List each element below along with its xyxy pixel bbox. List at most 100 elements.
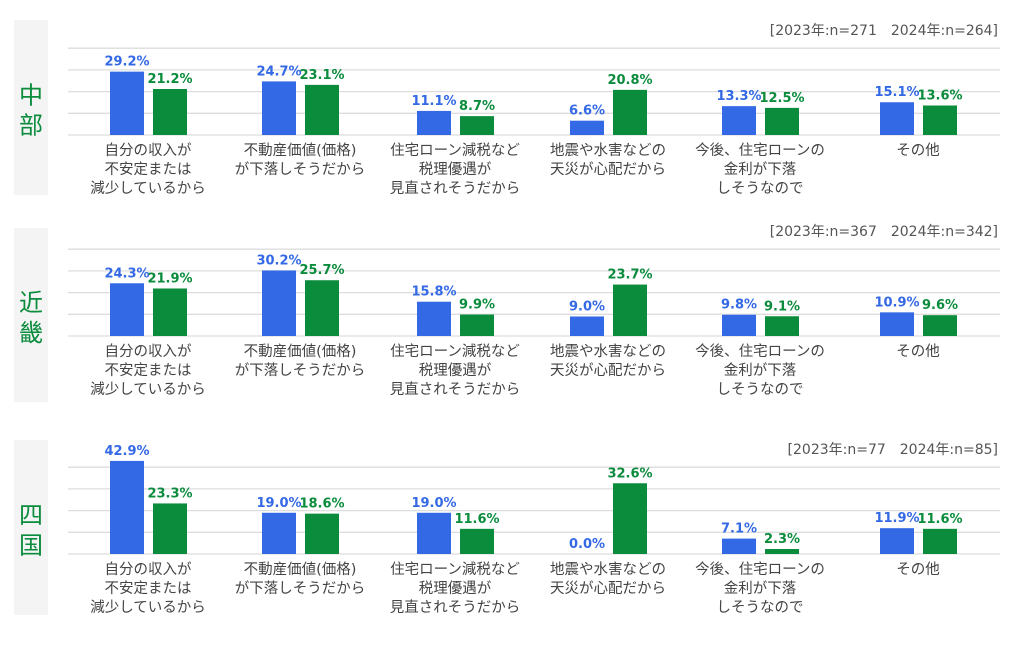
data-label: 13.3% bbox=[716, 89, 761, 104]
bar-2024 bbox=[765, 316, 799, 336]
bar-2024 bbox=[460, 314, 494, 336]
category-label: 不安定または bbox=[105, 580, 192, 597]
category-label: しそうなので bbox=[717, 180, 804, 197]
category-label: 天災が心配だから bbox=[550, 362, 666, 379]
category-label: 地震や水害などの bbox=[550, 561, 666, 578]
data-label: 23.1% bbox=[299, 68, 344, 83]
category-label: 住宅ローン減税など bbox=[390, 343, 520, 360]
category-label: 見直されそうだから bbox=[390, 180, 521, 197]
region-panel-1: 近畿 [2023年:n=367 2024年:n=342] 24.3%21.9% 自分の… bbox=[14, 224, 1000, 402]
bar-2024 bbox=[765, 107, 799, 135]
data-label: 12.5% bbox=[759, 91, 804, 106]
bar-2023 bbox=[110, 460, 144, 554]
bar-2024 bbox=[305, 513, 339, 554]
data-label: 0.0% bbox=[569, 537, 605, 552]
category-label: 減少しているから bbox=[90, 381, 206, 398]
category-label: その他 bbox=[896, 142, 940, 159]
category-label: 金利が下落 bbox=[724, 580, 797, 597]
bar-2024 bbox=[305, 280, 339, 336]
category-label: しそうなので bbox=[717, 599, 804, 616]
bar-2023 bbox=[722, 314, 756, 336]
bar-2023 bbox=[570, 120, 604, 135]
bar-2023 bbox=[110, 283, 144, 336]
bar-2024 bbox=[613, 89, 647, 135]
data-label: 11.1% bbox=[411, 94, 456, 109]
region-label: 中 bbox=[19, 82, 43, 110]
bar-2024 bbox=[153, 88, 187, 135]
bar-2024 bbox=[153, 288, 187, 336]
category-label: が下落しそうだから bbox=[235, 362, 366, 379]
bar-2023 bbox=[417, 301, 451, 336]
category-label: 住宅ローン減税など bbox=[390, 142, 520, 159]
category-label: 税理優遇が bbox=[419, 161, 492, 178]
category-label: 住宅ローン減税など bbox=[390, 561, 520, 578]
data-label: 11.6% bbox=[454, 512, 499, 527]
data-label: 21.2% bbox=[147, 72, 192, 87]
category-label: 不動産価値(価格) bbox=[244, 561, 357, 578]
data-label: 21.9% bbox=[147, 271, 192, 286]
region-label: 近 bbox=[19, 289, 43, 317]
data-label: 11.6% bbox=[917, 512, 962, 527]
bar-2024 bbox=[305, 84, 339, 135]
data-label: 19.0% bbox=[411, 496, 456, 511]
region-label: 部 bbox=[19, 112, 43, 140]
bar-2023 bbox=[880, 312, 914, 336]
data-label: 8.7% bbox=[459, 99, 495, 114]
bar-2024 bbox=[153, 503, 187, 554]
data-label: 13.6% bbox=[917, 88, 962, 103]
category-label: 不安定または bbox=[105, 362, 192, 379]
data-label: 11.9% bbox=[874, 511, 919, 526]
category-label: が下落しそうだから bbox=[235, 580, 366, 597]
data-label: 24.7% bbox=[256, 64, 301, 79]
data-label: 7.1% bbox=[721, 522, 757, 537]
bar-2024 bbox=[923, 528, 957, 554]
region-label: 畿 bbox=[19, 319, 43, 347]
data-label: 23.7% bbox=[607, 268, 652, 283]
category-label: その他 bbox=[896, 343, 940, 360]
category-label: 税理優遇が bbox=[419, 580, 492, 597]
data-label: 18.6% bbox=[299, 497, 344, 512]
data-label: 15.8% bbox=[411, 285, 456, 300]
category-label: 自分の収入が bbox=[105, 561, 192, 578]
bar-2023 bbox=[262, 81, 296, 135]
region-label-bg bbox=[14, 440, 48, 615]
bar-2024 bbox=[460, 528, 494, 554]
category-label: 今後、住宅ローンの bbox=[695, 142, 825, 159]
sample-size-note: [2023年:n=367 2024年:n=342] bbox=[770, 224, 998, 240]
category-label: しそうなので bbox=[717, 381, 804, 398]
sample-size-note: [2023年:n=77 2024年:n=85] bbox=[788, 442, 998, 458]
bar-2023 bbox=[880, 102, 914, 135]
category-label: 見直されそうだから bbox=[390, 381, 521, 398]
data-label: 23.3% bbox=[147, 486, 192, 501]
bar-2023 bbox=[262, 512, 296, 554]
category-label: 今後、住宅ローンの bbox=[695, 561, 825, 578]
category-label: 不動産価値(価格) bbox=[244, 142, 357, 159]
sample-size-note: [2023年:n=271 2024年:n=264] bbox=[770, 23, 998, 39]
category-label: その他 bbox=[896, 561, 940, 578]
category-label: 金利が下落 bbox=[724, 161, 797, 178]
bar-2024 bbox=[613, 284, 647, 336]
category-label: 地震や水害などの bbox=[550, 142, 666, 159]
region-label-bg bbox=[14, 20, 48, 195]
category-label: 自分の収入が bbox=[105, 142, 192, 159]
data-label: 24.3% bbox=[104, 266, 149, 281]
data-label: 15.1% bbox=[874, 85, 919, 100]
region-panel-0: 中部 [2023年:n=271 2024年:n=264] 29.2% 21.2% 自分の… bbox=[14, 20, 1000, 197]
data-label: 6.6% bbox=[569, 104, 605, 119]
bar-2024 bbox=[613, 483, 647, 554]
data-label: 9.8% bbox=[721, 298, 757, 313]
bar-2023 bbox=[722, 538, 756, 554]
data-label: 25.7% bbox=[299, 263, 344, 278]
bar-2024 bbox=[923, 105, 957, 135]
data-label: 9.9% bbox=[459, 298, 495, 313]
region-label-bg bbox=[14, 228, 48, 402]
region-label: 国 bbox=[19, 532, 43, 560]
bar-2023 bbox=[570, 316, 604, 336]
bar-2023 bbox=[417, 110, 451, 135]
region-panel-2: 四国 [2023年:n=77 2024年:n=85] 42.9% 23.3% 自分の収入… bbox=[14, 440, 1000, 616]
category-label: 減少しているから bbox=[90, 599, 206, 616]
bar-2024 bbox=[765, 549, 799, 554]
region-label: 四 bbox=[19, 502, 43, 530]
